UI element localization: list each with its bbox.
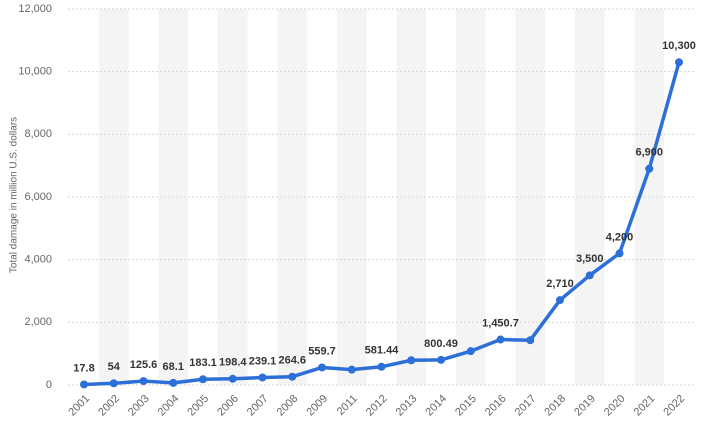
x-tick-label: 2008 bbox=[275, 393, 301, 419]
x-tick-label: 2003 bbox=[126, 393, 152, 419]
point bbox=[318, 363, 326, 372]
x-tick-label: 2009 bbox=[304, 393, 330, 419]
x-tick-label: 2020 bbox=[602, 393, 628, 419]
value-label: 264.6 bbox=[278, 355, 306, 367]
y-tick-label: 12,000 bbox=[18, 3, 52, 15]
value-label: 3,500 bbox=[576, 253, 604, 265]
x-tick-label: 2001 bbox=[66, 393, 92, 419]
x-tick-label: 2004 bbox=[156, 393, 182, 419]
y-tick-label: 8,000 bbox=[24, 128, 52, 140]
point bbox=[139, 377, 148, 386]
point bbox=[199, 375, 207, 384]
x-tick-label: 2017 bbox=[513, 393, 539, 419]
point bbox=[437, 355, 445, 364]
x-tick-label: 2014 bbox=[423, 393, 449, 419]
x-tick-label: 2021 bbox=[632, 393, 658, 419]
x-tick-label: 2005 bbox=[185, 393, 211, 419]
value-label: 6,900 bbox=[635, 147, 663, 159]
x-tick-label: 2019 bbox=[572, 393, 598, 419]
y-tick-label: 2,000 bbox=[24, 316, 52, 328]
value-label: 198.4 bbox=[219, 357, 247, 369]
value-label: 54 bbox=[108, 361, 121, 373]
point bbox=[407, 356, 416, 365]
point bbox=[109, 379, 118, 388]
x-tick-label: 2011 bbox=[335, 393, 360, 418]
point bbox=[556, 296, 564, 305]
value-label: 239.1 bbox=[249, 355, 277, 367]
value-label: 17.8 bbox=[73, 362, 94, 374]
x-tick-label: 2015 bbox=[453, 393, 479, 419]
value-label: 183.1 bbox=[189, 357, 217, 369]
value-label: 125.6 bbox=[130, 359, 158, 371]
x-tick-label: 2006 bbox=[215, 393, 241, 419]
y-tick-label: 0 bbox=[46, 379, 52, 391]
x-tick-label: 2012 bbox=[364, 393, 390, 419]
point bbox=[675, 58, 683, 67]
point bbox=[615, 249, 624, 258]
value-label: 10,300 bbox=[662, 40, 696, 52]
x-tick-label: 2016 bbox=[483, 393, 509, 419]
y-axis-label: Total damage in million U.S. dollars bbox=[9, 117, 20, 273]
point bbox=[228, 374, 237, 383]
point bbox=[258, 373, 267, 382]
point bbox=[466, 347, 475, 356]
point bbox=[377, 362, 386, 371]
point bbox=[169, 378, 178, 387]
point bbox=[496, 335, 505, 344]
value-label: 1,450.7 bbox=[482, 317, 519, 329]
point bbox=[80, 380, 88, 389]
value-label: 800.49 bbox=[424, 338, 458, 350]
value-label: 581.44 bbox=[365, 345, 400, 357]
y-tick-label: 10,000 bbox=[18, 66, 52, 78]
point bbox=[288, 372, 297, 381]
y-tick-label: 4,000 bbox=[24, 254, 52, 266]
point bbox=[347, 365, 356, 374]
value-label: 4,200 bbox=[606, 231, 634, 243]
value-label: 68.1 bbox=[163, 361, 184, 373]
value-label: 559.7 bbox=[308, 345, 336, 357]
x-tick-label: 2013 bbox=[394, 393, 420, 419]
x-tick-label: 2018 bbox=[542, 393, 568, 419]
x-tick-label: 2002 bbox=[96, 393, 122, 419]
point bbox=[585, 271, 594, 280]
y-tick-label: 6,000 bbox=[24, 191, 52, 203]
x-tick-label: 2022 bbox=[661, 393, 687, 419]
value-label: 2,710 bbox=[546, 278, 574, 290]
x-tick-label: 2007 bbox=[245, 393, 271, 419]
point bbox=[526, 336, 535, 345]
point bbox=[645, 164, 654, 173]
